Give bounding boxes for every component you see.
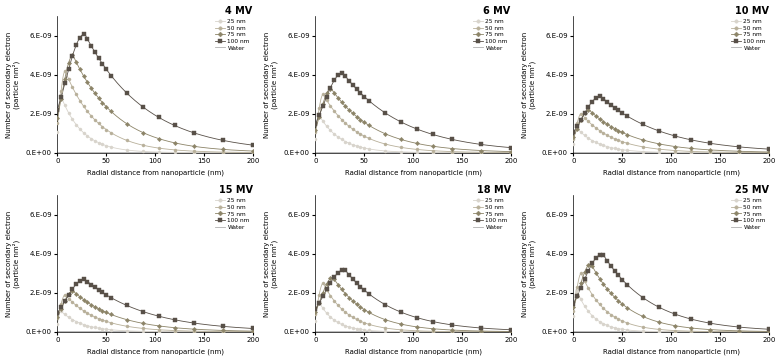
Y-axis label: Number of secondary electron
(particle nm²): Number of secondary electron (particle n… xyxy=(5,31,20,138)
Y-axis label: Number of secondary electron
(particle nm²): Number of secondary electron (particle n… xyxy=(522,210,537,317)
Text: 25 MV: 25 MV xyxy=(735,185,769,195)
X-axis label: Radial distance from nanoparticle (nm): Radial distance from nanoparticle (nm) xyxy=(344,170,482,176)
X-axis label: Radial distance from nanoparticle (nm): Radial distance from nanoparticle (nm) xyxy=(603,170,740,176)
X-axis label: Radial distance from nanoparticle (nm): Radial distance from nanoparticle (nm) xyxy=(344,349,482,356)
Text: 4 MV: 4 MV xyxy=(226,5,253,16)
X-axis label: Radial distance from nanoparticle (nm): Radial distance from nanoparticle (nm) xyxy=(87,170,223,176)
Legend: 25 nm, 50 nm, 75 nm, 100 nm, Water: 25 nm, 50 nm, 75 nm, 100 nm, Water xyxy=(729,18,767,52)
Y-axis label: Number of secondary electron
(particle nm²): Number of secondary electron (particle n… xyxy=(263,31,278,138)
Text: 6 MV: 6 MV xyxy=(483,5,511,16)
Text: 18 MV: 18 MV xyxy=(476,185,511,195)
Text: 15 MV: 15 MV xyxy=(219,185,253,195)
Y-axis label: Number of secondary electron
(particle nm²): Number of secondary electron (particle n… xyxy=(5,210,20,317)
Legend: 25 nm, 50 nm, 75 nm, 100 nm, Water: 25 nm, 50 nm, 75 nm, 100 nm, Water xyxy=(213,197,251,231)
Y-axis label: Number of secondary electron
(particle nm²): Number of secondary electron (particle n… xyxy=(522,31,537,138)
Legend: 25 nm, 50 nm, 75 nm, 100 nm, Water: 25 nm, 50 nm, 75 nm, 100 nm, Water xyxy=(213,18,251,52)
Legend: 25 nm, 50 nm, 75 nm, 100 nm, Water: 25 nm, 50 nm, 75 nm, 100 nm, Water xyxy=(729,197,767,231)
Legend: 25 nm, 50 nm, 75 nm, 100 nm, Water: 25 nm, 50 nm, 75 nm, 100 nm, Water xyxy=(472,197,509,231)
Legend: 25 nm, 50 nm, 75 nm, 100 nm, Water: 25 nm, 50 nm, 75 nm, 100 nm, Water xyxy=(472,18,509,52)
Text: 10 MV: 10 MV xyxy=(735,5,769,16)
X-axis label: Radial distance from nanoparticle (nm): Radial distance from nanoparticle (nm) xyxy=(87,349,223,356)
Y-axis label: Number of secondary electron
(particle nm²): Number of secondary electron (particle n… xyxy=(263,210,278,317)
X-axis label: Radial distance from nanoparticle (nm): Radial distance from nanoparticle (nm) xyxy=(603,349,740,356)
